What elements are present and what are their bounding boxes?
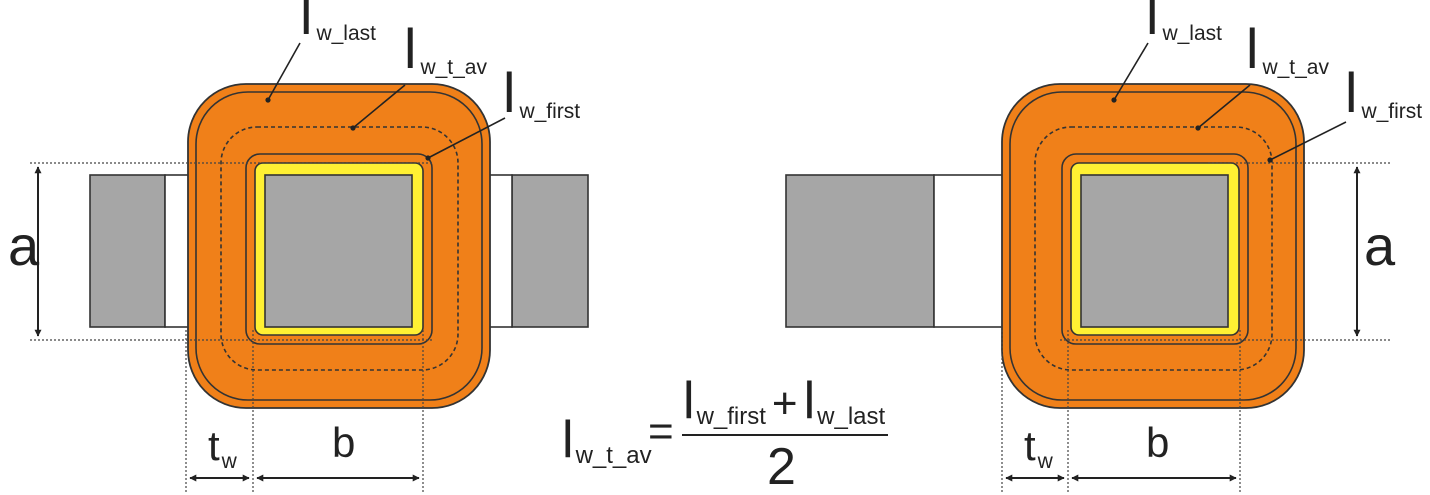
right-winding-inner — [1061, 153, 1249, 345]
right-label-l-last: l w_last — [1146, 0, 1222, 46]
left-core-gap-right — [487, 174, 513, 328]
left-label-tw: tw — [208, 422, 238, 473]
average-length-formula: lw_t_av = lw_first + lw_last 2 — [562, 372, 888, 495]
right-label-l-first: l w_first — [1345, 61, 1422, 124]
right-label-a: a — [1364, 214, 1396, 277]
left-leader-first — [427, 117, 506, 159]
left-view: l w_last l w_t_av l w_first a tw b — [8, 0, 589, 492]
left-dot-avg — [350, 125, 356, 131]
right-dot-first — [1267, 157, 1273, 163]
right-label-tw: tw — [1024, 422, 1054, 473]
left-dot-last — [265, 97, 271, 103]
formula-lhs: lw_t_av — [562, 411, 652, 469]
left-dot-first — [425, 155, 431, 161]
left-leader-avg — [352, 84, 406, 129]
right-center-core — [1080, 174, 1229, 328]
left-core-right-block — [511, 174, 589, 328]
right-label-b: b — [1146, 419, 1169, 466]
formula-denominator: 2 — [767, 438, 796, 495]
left-label-l-last: l w_last — [300, 0, 376, 46]
left-label-l-first: l w_first — [503, 61, 580, 124]
right-leader-last — [1113, 42, 1149, 101]
right-winding-last-turn — [1009, 91, 1297, 401]
left-winding-inner — [245, 153, 433, 345]
right-core-left-block — [785, 174, 935, 328]
right-view: l w_last l w_t_av l w_first a tw b — [785, 0, 1422, 492]
right-leader-first — [1269, 121, 1347, 161]
left-label-b: b — [332, 419, 355, 466]
right-leader-avg — [1197, 84, 1251, 129]
right-dot-last — [1111, 97, 1117, 103]
left-winding-last-turn — [195, 91, 483, 401]
left-leader-last — [267, 42, 301, 101]
right-core-gap — [933, 174, 1005, 328]
right-dot-avg — [1195, 125, 1201, 131]
formula-numerator: lw_first + lw_last — [683, 372, 886, 430]
left-label-a: a — [8, 214, 40, 277]
right-label-l-avg: l w_t_av — [1246, 17, 1329, 80]
formula-equals: = — [648, 407, 674, 456]
left-core-gap — [164, 174, 191, 328]
left-center-core — [264, 174, 413, 328]
left-core-left-block — [89, 174, 166, 328]
left-label-l-avg: l w_t_av — [404, 17, 487, 80]
